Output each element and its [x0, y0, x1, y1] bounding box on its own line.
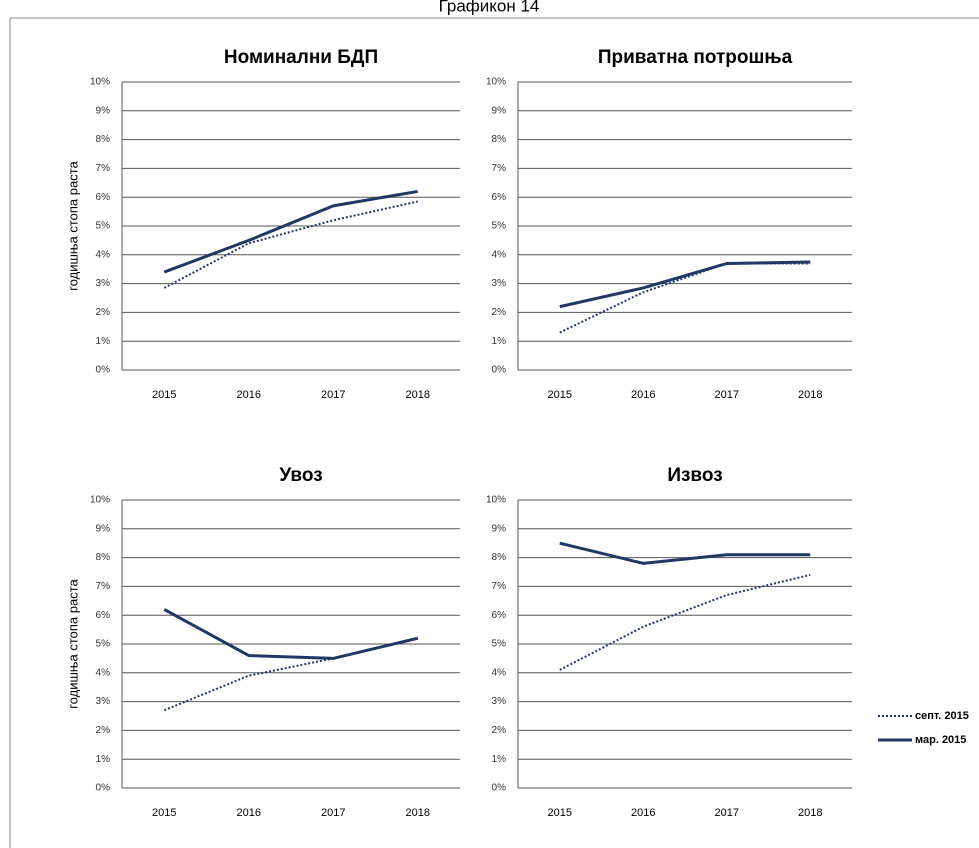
series-line	[163, 189, 419, 274]
y-tick-label: 2%	[492, 307, 507, 318]
y-tick-label: 10%	[90, 77, 110, 88]
series-line	[163, 637, 418, 712]
series-line	[163, 608, 419, 660]
y-tick-label: 0%	[492, 365, 507, 376]
y-tick-label: 5%	[96, 221, 111, 232]
y-tick-label: 3%	[492, 696, 507, 707]
y-tick-label: 8%	[96, 552, 111, 563]
y-tick-label: 7%	[96, 581, 111, 592]
x-tick-label: 2017	[715, 807, 739, 819]
y-tick-label: 6%	[492, 192, 507, 203]
series-line	[559, 573, 811, 671]
x-tick-label: 2017	[321, 389, 345, 401]
y-tick-label: 3%	[492, 278, 507, 289]
y-tick-label: 8%	[492, 552, 507, 563]
y-tick-label: 0%	[96, 783, 111, 794]
x-tick-label: 2018	[798, 389, 822, 401]
y-tick-label: 4%	[492, 667, 507, 678]
y-tick-label: 6%	[96, 192, 111, 203]
x-tick-label: 2018	[406, 389, 430, 401]
y-tick-label: 5%	[492, 639, 507, 650]
x-tick-label: 2016	[237, 807, 261, 819]
x-tick-label: 2015	[152, 807, 176, 819]
y-tick-label: 6%	[96, 610, 111, 621]
x-tick-label: 2018	[406, 807, 430, 819]
y-tick-label: 8%	[96, 134, 111, 145]
x-tick-label: 2015	[548, 389, 572, 401]
y-tick-label: 7%	[492, 581, 507, 592]
y-tick-label: 1%	[492, 754, 507, 765]
y-tick-label: 4%	[96, 667, 111, 678]
y-tick-label: 7%	[492, 163, 507, 174]
x-tick-label: 2016	[237, 389, 261, 401]
x-tick-label: 2016	[631, 389, 655, 401]
y-tick-label: 3%	[96, 696, 111, 707]
series-line	[559, 262, 811, 334]
chart-title: Приватна потрошња	[598, 47, 793, 68]
x-tick-label: 2017	[715, 389, 739, 401]
y-tick-label: 10%	[486, 495, 506, 506]
y-tick-label: 4%	[96, 249, 111, 260]
y-tick-label: 6%	[492, 610, 507, 621]
y-tick-label: 10%	[90, 495, 110, 506]
y-tick-label: 3%	[96, 278, 111, 289]
series-line	[559, 260, 811, 309]
x-tick-label: 2016	[631, 807, 655, 819]
y-tick-label: 9%	[96, 523, 111, 534]
x-tick-label: 2015	[152, 389, 176, 401]
chart-title: Номинални БДП	[224, 47, 378, 68]
y-tick-label: 5%	[492, 221, 507, 232]
series-line	[163, 200, 418, 289]
y-tick-label: 1%	[96, 754, 111, 765]
chart-title: Увоз	[279, 465, 322, 486]
y-tick-label: 2%	[492, 725, 507, 736]
y-tick-label: 0%	[492, 783, 507, 794]
y-tick-label: 10%	[486, 77, 506, 88]
figure-title: Графикон 14	[439, 0, 540, 15]
y-tick-label: 8%	[492, 134, 507, 145]
x-tick-label: 2017	[321, 807, 345, 819]
y-tick-label: 1%	[492, 336, 507, 347]
y-tick-label: 7%	[96, 163, 111, 174]
y-axis-label: годишња стопа раста	[65, 578, 80, 708]
x-tick-label: 2018	[798, 807, 822, 819]
y-tick-label: 9%	[96, 105, 111, 116]
y-tick-label: 5%	[96, 639, 111, 650]
x-tick-label: 2015	[548, 807, 572, 819]
y-tick-label: 1%	[96, 336, 111, 347]
y-tick-label: 0%	[96, 365, 111, 376]
y-axis-label: годишња стопа раста	[65, 160, 80, 290]
y-tick-label: 9%	[492, 105, 507, 116]
y-tick-label: 2%	[96, 307, 111, 318]
legend-label: мар. 2015	[915, 734, 966, 746]
series-line	[559, 541, 811, 565]
legend-label: септ. 2015	[915, 710, 969, 722]
y-tick-label: 2%	[96, 725, 111, 736]
y-tick-label: 9%	[492, 523, 507, 534]
y-tick-label: 4%	[492, 249, 507, 260]
chart-title: Извоз	[667, 465, 722, 486]
